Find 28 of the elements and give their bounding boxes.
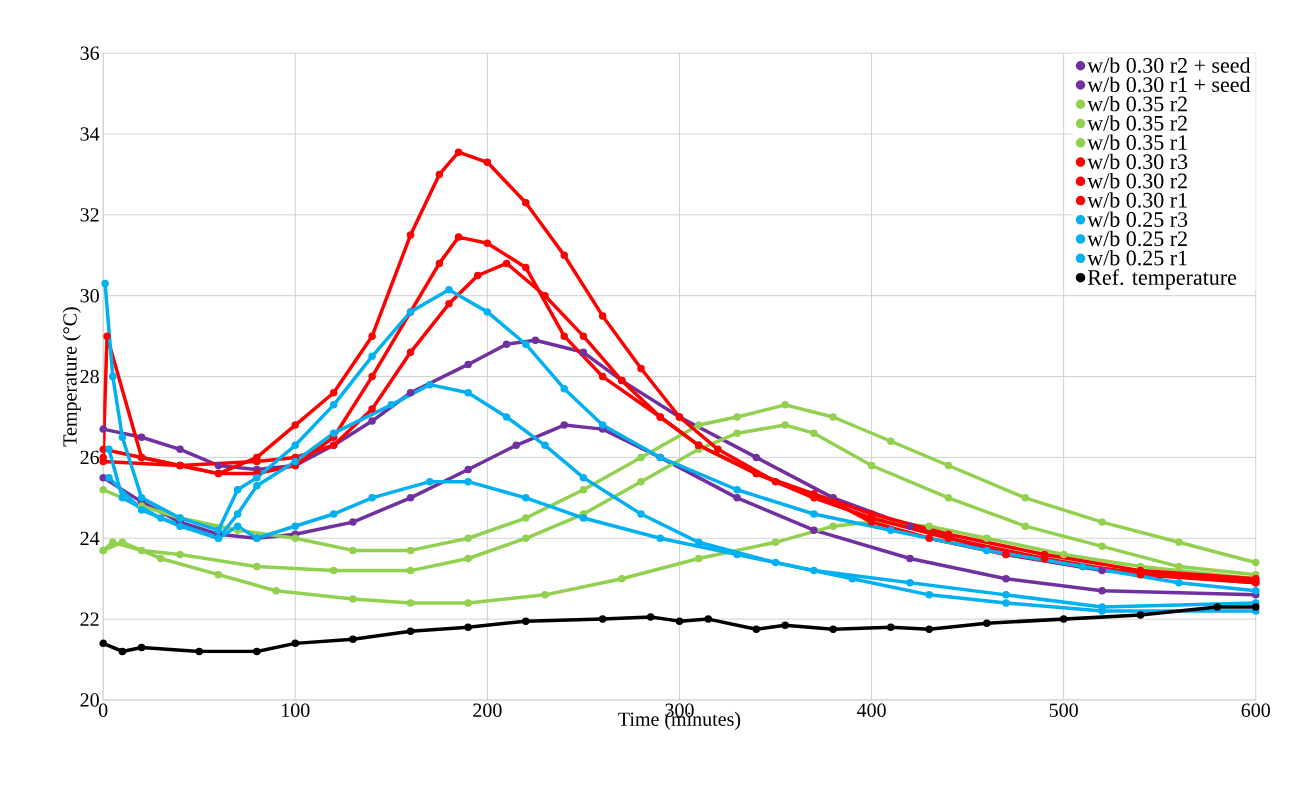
- x-tick-label: 600: [1241, 703, 1270, 717]
- y-tick-label: 36: [80, 46, 100, 60]
- x-tick-label: 0: [98, 703, 108, 717]
- y-axis-title: Temperature (°C): [62, 307, 81, 447]
- legend-label: Ref. temperature: [1087, 269, 1237, 290]
- legend-label: w/b 0.25 r2: [1087, 230, 1187, 247]
- legend-label: w/b 0.25 r1: [1087, 249, 1187, 266]
- legend-label: w/b 0.30 r1 + seed: [1087, 76, 1251, 93]
- legend-label: w/b 0.30 r2 + seed: [1087, 57, 1251, 73]
- legend-label: w/b 0.30 r3: [1087, 153, 1188, 170]
- y-tick-label: 28: [80, 369, 99, 384]
- legend-label: w/b 0.35 r2: [1087, 95, 1187, 112]
- y-tick-label: 26: [80, 450, 100, 465]
- legend-label: w/b 0.35 r2: [1087, 115, 1187, 131]
- y-tick-label: 24: [80, 531, 100, 545]
- legend-label: w/b 0.30 r1: [1087, 192, 1187, 208]
- x-tick-label: 400: [856, 703, 886, 717]
- legend-label: w/b 0.25 r3: [1087, 211, 1188, 227]
- x-tick-label: 100: [282, 703, 310, 717]
- y-tick-label: 22: [80, 612, 99, 626]
- legend-label: w/b 0.35 r1: [1087, 134, 1187, 150]
- x-tick-label: 200: [473, 703, 502, 717]
- y-tick-label: 30: [80, 288, 99, 303]
- y-tick-label: 20: [80, 693, 99, 707]
- x-tick-label: 500: [1049, 703, 1078, 717]
- y-tick-label: 34: [80, 127, 100, 141]
- legend-label: w/b 0.30 r2: [1087, 172, 1187, 189]
- y-tick-label: 32: [80, 208, 99, 222]
